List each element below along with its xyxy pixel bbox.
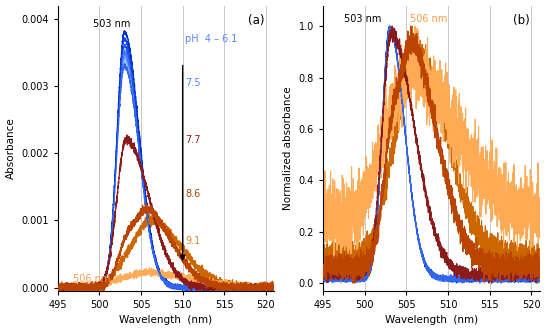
Text: 503 nm: 503 nm xyxy=(344,14,381,24)
Text: (a): (a) xyxy=(248,14,265,27)
Y-axis label: Absorbance: Absorbance xyxy=(5,117,15,179)
Text: 506 nm: 506 nm xyxy=(73,274,110,284)
Text: (b): (b) xyxy=(513,14,530,27)
Text: 503 nm: 503 nm xyxy=(93,19,130,29)
Text: 8.6: 8.6 xyxy=(185,189,200,199)
X-axis label: Wavelength  (nm): Wavelength (nm) xyxy=(385,315,478,325)
Text: 9.1: 9.1 xyxy=(185,236,200,246)
Text: 7.7: 7.7 xyxy=(185,135,201,145)
Text: 7.5: 7.5 xyxy=(185,78,201,88)
Y-axis label: Normalized absorbance: Normalized absorbance xyxy=(283,86,293,210)
Text: pH  4 – 6.1: pH 4 – 6.1 xyxy=(185,34,237,44)
Text: 506 nm: 506 nm xyxy=(410,14,448,24)
X-axis label: Wavelength  (nm): Wavelength (nm) xyxy=(119,315,213,325)
